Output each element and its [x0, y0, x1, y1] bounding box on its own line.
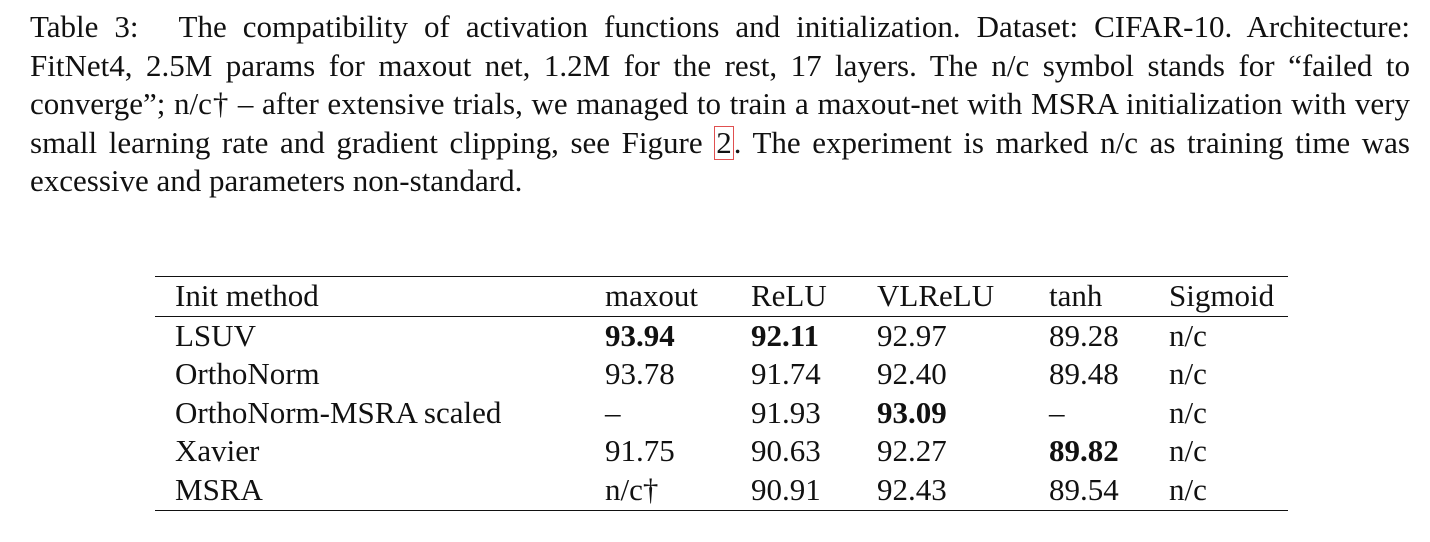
results-table-container: Init method maxout ReLU VLReLU tanh Sigm… [155, 276, 1288, 511]
table-cell: 92.27 [877, 433, 947, 469]
table-label: Table 3: [30, 9, 139, 44]
table-cell: 91.74 [751, 356, 821, 392]
figure-reference-link[interactable]: 2 [714, 124, 734, 161]
table-cell: n/c [1169, 471, 1207, 507]
table-cell: 89.54 [1049, 471, 1119, 507]
table-row: OrthoNorm 93.78 91.74 92.40 89.48 n/c [155, 355, 1288, 394]
table-cell: LSUV [175, 317, 256, 353]
table-cell: 89.82 [1049, 433, 1119, 469]
table-cell: n/c [1169, 317, 1207, 353]
table-caption: Table 3: The compatibility of activation … [30, 8, 1410, 201]
table-cell: 92.11 [751, 317, 820, 353]
header-relu: ReLU [751, 278, 827, 313]
table-row: LSUV 93.94 92.11 92.97 89.28 n/c [155, 316, 1288, 355]
table-cell: 93.78 [605, 356, 675, 392]
table-header-row: Init method maxout ReLU VLReLU tanh Sigm… [155, 277, 1288, 317]
header-maxout: maxout [605, 278, 698, 313]
table-cell: 92.40 [877, 356, 947, 392]
table-cell: 89.28 [1049, 317, 1119, 353]
table-row: MSRA n/c† 90.91 92.43 89.54 n/c [155, 471, 1288, 510]
table-row: OrthoNorm-MSRA scaled – 91.93 93.09 – n/… [155, 394, 1288, 433]
table-cell: 90.63 [751, 433, 821, 469]
table-cell: 91.93 [751, 394, 821, 430]
table-cell: 90.91 [751, 471, 821, 507]
table-row: Xavier 91.75 90.63 92.27 89.82 n/c [155, 432, 1288, 471]
table-cell: MSRA [175, 471, 263, 507]
table-cell: 93.94 [605, 317, 675, 353]
table-cell: OrthoNorm [175, 356, 320, 392]
table-cell: Xavier [175, 433, 260, 469]
table-cell: 92.97 [877, 317, 947, 353]
table-cell: n/c [1169, 356, 1207, 392]
table-cell: 91.75 [605, 433, 675, 469]
header-sigmoid: Sigmoid [1169, 278, 1275, 313]
caption-text: The compatibility of activation function… [30, 9, 1411, 160]
header-init-method: Init method [175, 278, 319, 313]
table-cell: – [1049, 394, 1065, 430]
table-cell: n/c [1169, 394, 1207, 430]
table-cell: n/c [1169, 433, 1207, 469]
table-cell: 92.43 [877, 471, 947, 507]
caption-text-end: . The experiment is marked n/c as traini… [30, 124, 1410, 199]
table-cell: n/c† [605, 471, 659, 507]
header-vlrelu: VLReLU [877, 278, 995, 313]
table-cell: OrthoNorm-MSRA scaled [175, 394, 502, 430]
table-cell: 89.48 [1049, 356, 1119, 392]
header-tanh: tanh [1049, 278, 1103, 313]
table-cell: – [605, 394, 621, 430]
results-table: Init method maxout ReLU VLReLU tanh Sigm… [155, 276, 1288, 511]
table-cell: 93.09 [877, 394, 947, 430]
